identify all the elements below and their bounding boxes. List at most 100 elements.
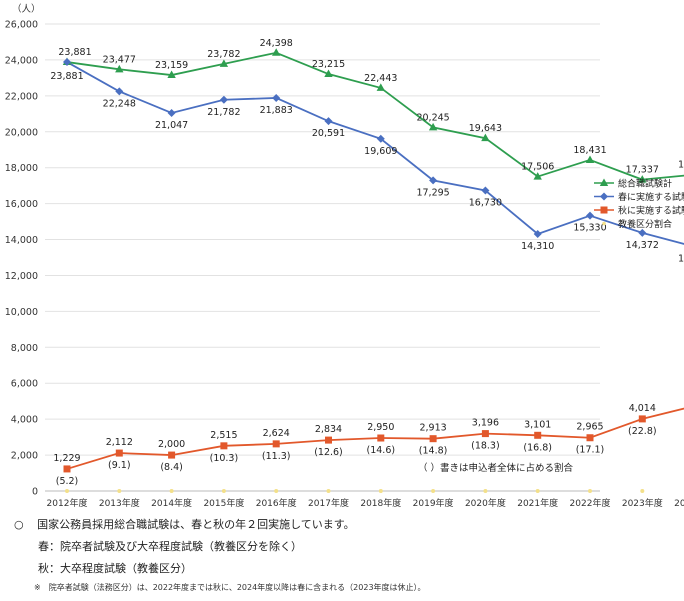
share-percentage-label: (12.6) bbox=[314, 447, 343, 458]
series-1-point bbox=[533, 172, 542, 180]
autumn-data-label: 3,196 bbox=[472, 418, 499, 429]
total-data-label: 17,506 bbox=[521, 162, 554, 173]
series-3-point bbox=[220, 442, 228, 450]
share-baseline-dot bbox=[169, 489, 174, 493]
legend-item-3: 秋に実施する試験 bbox=[594, 205, 684, 217]
share-percentage-label: (22.8) bbox=[628, 426, 657, 437]
spring-data-label: 14,372 bbox=[626, 240, 659, 251]
autumn-data-label: 1,229 bbox=[53, 453, 80, 464]
total-data-label: 20,245 bbox=[416, 112, 449, 123]
x-tick-label: 2022年度 bbox=[570, 497, 611, 509]
y-tick-label: 20,000 bbox=[5, 127, 38, 138]
x-tick-label: 2018年度 bbox=[360, 497, 401, 509]
autumn-data-label: 2,000 bbox=[158, 439, 185, 450]
series-3-point bbox=[325, 436, 332, 444]
share-baseline-dot bbox=[65, 489, 69, 493]
series-2-point bbox=[324, 117, 333, 126]
legend-item-1: 総合職試験計 bbox=[594, 178, 672, 190]
series-1-point bbox=[324, 69, 333, 78]
spring-data-label: 20,591 bbox=[312, 128, 345, 139]
series-2-point bbox=[219, 95, 228, 104]
total-data-label: 23,159 bbox=[155, 60, 188, 71]
x-tick-label: 2019年度 bbox=[413, 497, 454, 509]
autumn-data-label: 2,112 bbox=[106, 437, 133, 448]
spring-data-label: 23,881 bbox=[50, 71, 83, 82]
series-1-point bbox=[376, 83, 385, 91]
y-tick-label: 6,000 bbox=[11, 379, 38, 390]
share-percentage-label: (8.4) bbox=[160, 462, 183, 473]
total-data-label: 23,215 bbox=[312, 59, 345, 70]
series-3-point bbox=[377, 434, 385, 442]
y-tick-label: 12,000 bbox=[5, 271, 38, 282]
legend-label: 秋に実施する試験 bbox=[618, 205, 684, 217]
spring-data-label: 16,730 bbox=[469, 198, 502, 209]
share-percentage-label: (14.8) bbox=[419, 446, 448, 457]
spring-data-label: 21,782 bbox=[207, 107, 240, 118]
share-baseline-dot bbox=[535, 489, 540, 493]
explanatory-notes: ○ 国家公務員採用総合職試験は、春と秋の年２回実施しています。 春：院卒者試験及… bbox=[14, 514, 674, 596]
total-data-label: 17,613 bbox=[678, 160, 684, 171]
series-2-point bbox=[272, 93, 281, 102]
series-2-point bbox=[429, 176, 438, 185]
total-data-label: 22,443 bbox=[364, 73, 397, 84]
series-2-point bbox=[115, 87, 124, 96]
series-2-point bbox=[533, 229, 542, 238]
share-percentage-label: (14.6) bbox=[367, 445, 396, 456]
series-3-point bbox=[534, 431, 542, 439]
x-tick-label: 2020年度 bbox=[465, 497, 506, 509]
y-tick-label: 18,000 bbox=[5, 163, 38, 174]
series-line-2 bbox=[66, 61, 684, 245]
share-percentage-label: (5.2) bbox=[56, 476, 79, 487]
line-chart: 0 2,000 4,000 6,000 8,000 10,000 12,000 14,000 1… bbox=[5, 3, 684, 509]
x-tick-label: 2012年度 bbox=[47, 497, 88, 509]
series-1-point bbox=[219, 59, 229, 67]
legend-swatch-marker bbox=[600, 192, 608, 201]
spring-data-label: 17,295 bbox=[416, 187, 449, 198]
autumn-data-label: 2,515 bbox=[210, 430, 237, 441]
share-percentage-label: (10.3) bbox=[210, 453, 239, 464]
autumn-data-label: 2,950 bbox=[367, 422, 394, 433]
y-tick-label: 10,000 bbox=[5, 307, 38, 318]
spring-data-label: 21,883 bbox=[260, 105, 293, 116]
series-2-point bbox=[376, 134, 385, 143]
spring-data-label: 21,047 bbox=[155, 120, 188, 131]
share-percentage-label: (9.1) bbox=[108, 460, 131, 471]
data-labels: 23,881 23,477 23,159 23,782 24,398 23,215 22,4… bbox=[50, 38, 684, 487]
series-1-point bbox=[638, 175, 647, 183]
share-baseline-dot bbox=[117, 489, 122, 493]
legend-item-4: 教養区分割合 bbox=[602, 218, 672, 230]
y-axis-ticks: 0 2,000 4,000 6,000 8,000 10,000 12,000 14,000 1… bbox=[5, 20, 38, 498]
x-tick-label: 2016年度 bbox=[256, 497, 297, 509]
series-line-1 bbox=[66, 51, 684, 181]
series-1-point bbox=[167, 70, 176, 79]
series-2-point bbox=[638, 228, 647, 237]
share-baseline-dot bbox=[221, 489, 226, 493]
series-1-point bbox=[481, 133, 490, 142]
legend-item-2: 春に実施する試験 bbox=[594, 191, 684, 203]
y-tick-label: 22,000 bbox=[5, 91, 38, 102]
spring-data-label: 22,248 bbox=[103, 98, 136, 109]
share-percentage-label: (18.3) bbox=[471, 441, 500, 452]
share-baseline-dot bbox=[431, 489, 436, 493]
series-3-point bbox=[63, 465, 71, 473]
series-1-point bbox=[428, 122, 438, 131]
series-3-point bbox=[272, 440, 280, 448]
autumn-data-label: 2,965 bbox=[576, 422, 603, 433]
x-tick-label: 2014年度 bbox=[151, 497, 192, 509]
share-baseline-dot bbox=[588, 489, 592, 493]
series-3-point bbox=[638, 415, 646, 423]
autumn-data-label: 3,101 bbox=[524, 419, 551, 430]
share-percentage-label: (17.1) bbox=[576, 445, 605, 456]
y-axis-unit-label: （人） bbox=[12, 3, 41, 15]
share-baseline-dot bbox=[483, 489, 488, 493]
spring-data-label: 13,599 bbox=[678, 254, 684, 265]
note-line-4: ※ 院卒者試験（法務区分）は、2022年度までは秋に、2024年度以降は春に含ま… bbox=[34, 583, 426, 592]
legend-swatch-marker bbox=[599, 178, 609, 186]
legend-swatch-marker bbox=[600, 206, 608, 214]
total-data-label: 18,431 bbox=[573, 145, 606, 156]
share-baseline-dot bbox=[326, 489, 331, 493]
spring-data-label: 15,330 bbox=[573, 223, 606, 234]
total-data-label: 24,398 bbox=[260, 38, 293, 49]
chart-gridlines bbox=[45, 23, 600, 492]
